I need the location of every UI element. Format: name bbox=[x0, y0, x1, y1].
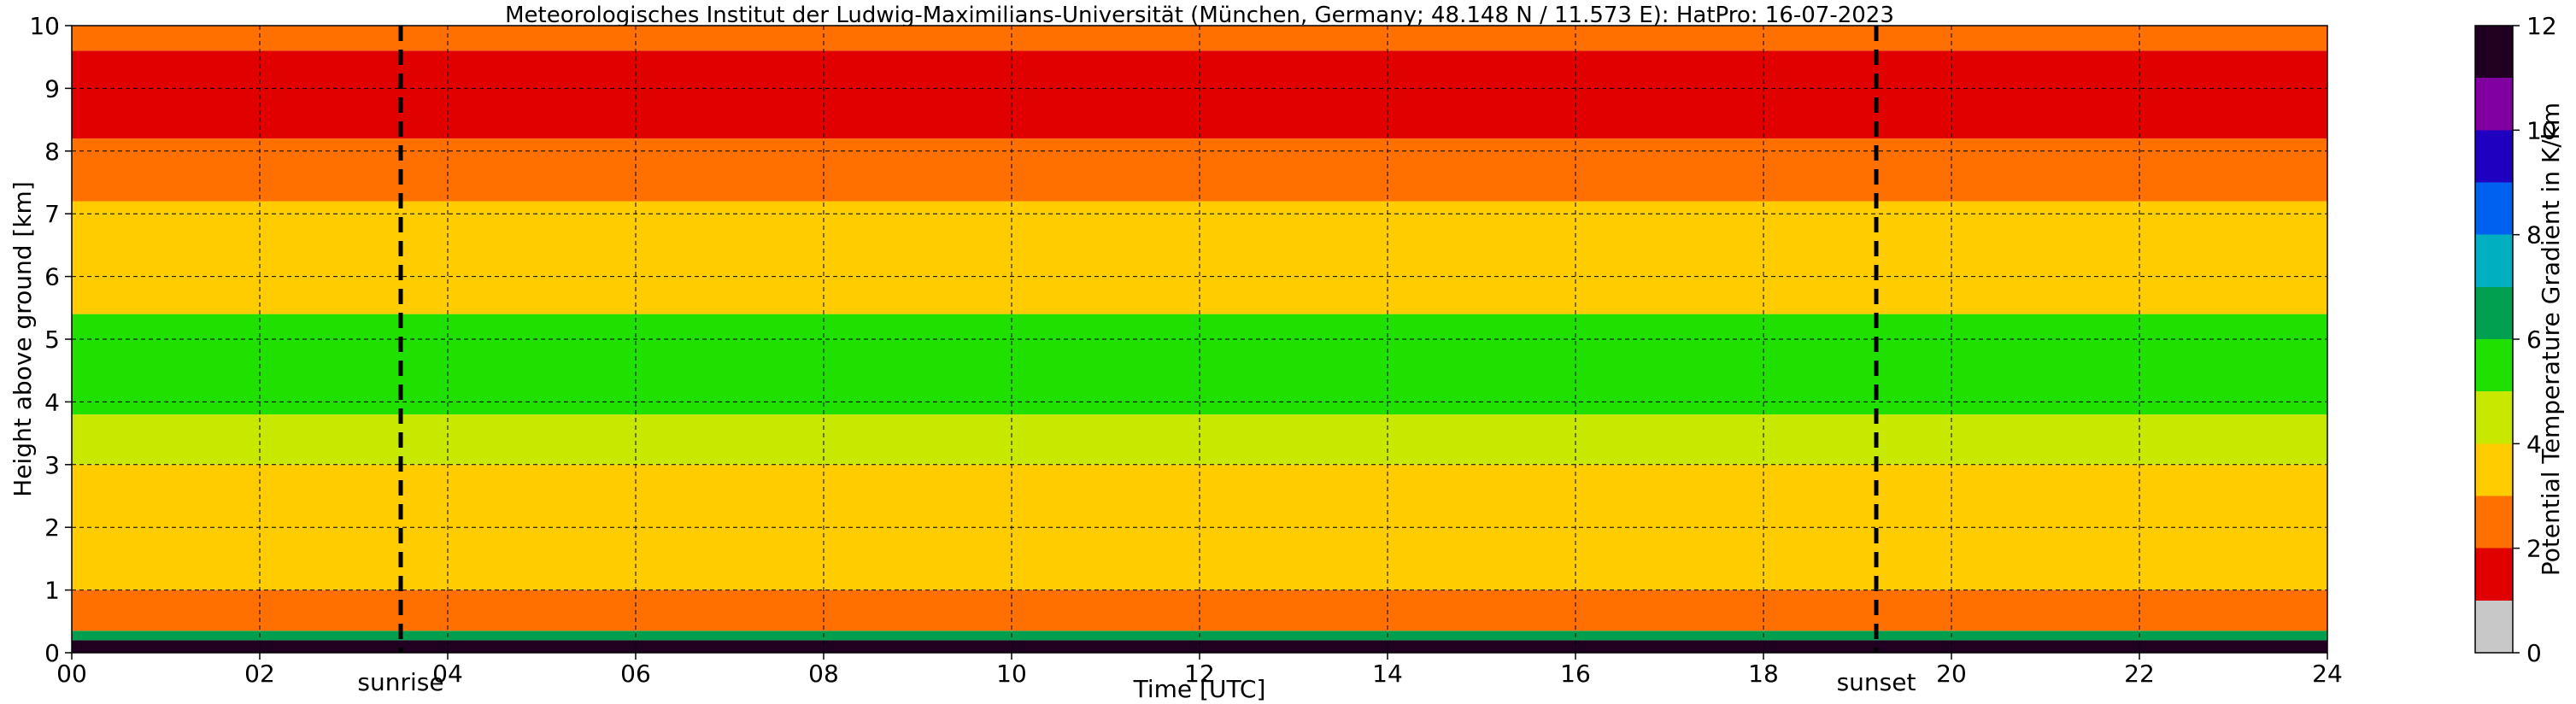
colorbar-tick-label: 0 bbox=[2526, 639, 2542, 667]
y-tick-label: 1 bbox=[44, 577, 60, 605]
x-tick-label: 02 bbox=[244, 660, 275, 688]
y-tick-label: 7 bbox=[44, 200, 60, 228]
x-tick-label: 00 bbox=[56, 660, 87, 688]
colorbar-tick-label: 6 bbox=[2526, 326, 2542, 354]
y-tick-label: 9 bbox=[44, 74, 60, 103]
colorbar-tick-label: 8 bbox=[2526, 221, 2542, 249]
colorbar-ticks: 0 2 4 6 8 10 12 bbox=[2513, 12, 2557, 667]
colorbar: 0 2 4 6 8 10 12 Potential Temperature Gradient… bbox=[2474, 12, 2565, 667]
y-tick-label: 8 bbox=[44, 138, 60, 166]
colorbar-label: Potential Temperature Gradient in K/km bbox=[2537, 103, 2565, 576]
colorbar-fill bbox=[2474, 25, 2514, 654]
y-axis-ticks: 0 1 2 3 4 5 6 7 8 9 10 bbox=[29, 12, 72, 667]
colorbar-tick-label: 2 bbox=[2526, 535, 2542, 563]
x-axis-label: Time [UTC] bbox=[1133, 675, 1266, 703]
x-tick-label: 18 bbox=[1748, 660, 1779, 688]
marker-label-sunrise: sunrise bbox=[357, 668, 443, 696]
chart-title: Meteorologisches Institut der Ludwig-Max… bbox=[505, 3, 1894, 28]
y-tick-label: 3 bbox=[44, 451, 60, 479]
sun-markers: sunrise sunset bbox=[357, 26, 1916, 696]
x-tick-label: 22 bbox=[2124, 660, 2155, 688]
y-tick-label: 4 bbox=[44, 388, 60, 416]
y-tick-label: 5 bbox=[44, 326, 60, 354]
marker-label-sunset: sunset bbox=[1837, 668, 1916, 696]
heatmap-band bbox=[72, 50, 2327, 139]
x-tick-label: 08 bbox=[808, 660, 839, 688]
x-axis-ticks: 00 02 04 06 08 10 12 14 16 18 20 22 24 bbox=[56, 653, 2343, 688]
colorbar-tick-label: 10 bbox=[2526, 116, 2557, 144]
colorbar-tick-label: 12 bbox=[2526, 12, 2557, 40]
x-tick-label: 14 bbox=[1372, 660, 1403, 688]
x-tick-label: 04 bbox=[432, 660, 463, 688]
y-axis-label: Height above ground [km] bbox=[9, 181, 37, 497]
y-tick-label: 6 bbox=[44, 263, 60, 291]
x-tick-label: 12 bbox=[1184, 660, 1215, 688]
y-tick-label: 10 bbox=[29, 12, 60, 40]
x-tick-label: 16 bbox=[1560, 660, 1591, 688]
y-tick-label: 0 bbox=[44, 639, 60, 667]
colorbar-tick-label: 4 bbox=[2526, 430, 2542, 458]
y-tick-label: 2 bbox=[44, 513, 60, 542]
x-tick-label: 10 bbox=[996, 660, 1027, 688]
x-tick-label: 24 bbox=[2312, 660, 2343, 688]
heatmap-band bbox=[72, 138, 2327, 202]
x-tick-label: 06 bbox=[620, 660, 651, 688]
x-tick-label: 20 bbox=[1936, 660, 1967, 688]
